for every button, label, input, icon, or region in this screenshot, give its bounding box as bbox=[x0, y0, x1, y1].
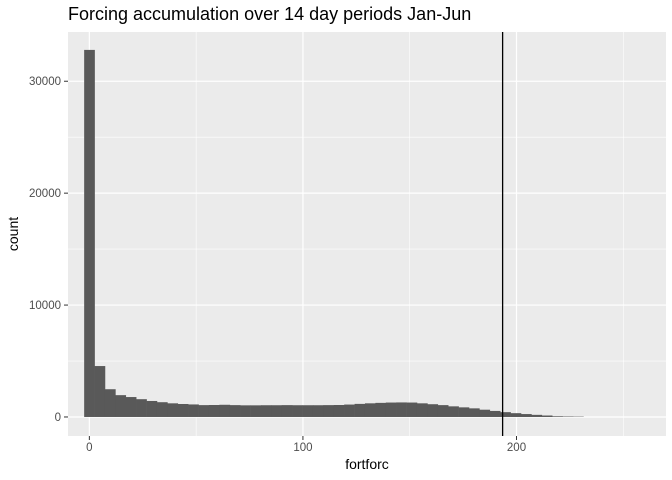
histogram-bar bbox=[458, 407, 470, 417]
histogram-bar bbox=[281, 405, 293, 417]
histogram-bar bbox=[167, 403, 179, 417]
histogram-bar bbox=[427, 404, 439, 417]
histogram-bar bbox=[531, 414, 543, 417]
histogram-bar bbox=[146, 400, 158, 417]
y-tick-label: 10000 bbox=[29, 300, 61, 312]
y-axis-title: count bbox=[5, 217, 21, 251]
histogram-bar bbox=[177, 403, 189, 417]
histogram-bar bbox=[479, 409, 491, 417]
plot-panel bbox=[68, 32, 666, 436]
histogram-bar bbox=[260, 405, 272, 417]
y-tick-label: 30000 bbox=[29, 76, 61, 88]
histogram-bar bbox=[115, 395, 127, 417]
histogram-bar bbox=[188, 404, 199, 417]
histogram-bar bbox=[323, 405, 335, 417]
histogram-bar bbox=[333, 405, 345, 417]
histogram-bar bbox=[271, 405, 283, 417]
minor-gridlines bbox=[68, 32, 666, 436]
histogram-bar bbox=[375, 402, 387, 417]
histogram-bar bbox=[292, 405, 303, 417]
histogram-bar bbox=[364, 403, 376, 417]
histogram-bar bbox=[94, 366, 106, 417]
histogram-bar bbox=[500, 412, 511, 417]
y-tick-label: 20000 bbox=[29, 188, 61, 200]
histogram-bar bbox=[312, 405, 324, 417]
chart-title: Forcing accumulation over 14 day periods… bbox=[68, 4, 472, 24]
histogram-bar bbox=[198, 405, 210, 417]
histogram-bar bbox=[136, 399, 147, 417]
histogram-bar bbox=[156, 402, 168, 417]
histogram-bar bbox=[520, 414, 532, 417]
x-axis-ticks: 0 100 200 bbox=[86, 436, 526, 454]
histogram-bar bbox=[354, 403, 366, 417]
x-axis-title: fortforc bbox=[345, 456, 389, 472]
histogram-bar bbox=[219, 404, 231, 417]
histogram-bar bbox=[437, 405, 449, 417]
histogram-bar bbox=[489, 410, 501, 417]
histogram-bar bbox=[208, 405, 220, 417]
histogram-bar bbox=[541, 415, 553, 417]
histogram-bar bbox=[416, 403, 428, 417]
histogram-bar bbox=[385, 402, 397, 417]
histogram-bar bbox=[448, 406, 459, 417]
histogram-bar bbox=[552, 416, 563, 417]
y-tick-label: 0 bbox=[55, 412, 61, 424]
histogram-bar bbox=[240, 405, 251, 417]
histogram-bar bbox=[396, 402, 407, 417]
histogram-bar bbox=[406, 402, 418, 417]
histogram-bar bbox=[104, 389, 116, 417]
histogram-bar bbox=[229, 405, 241, 417]
histogram-bar bbox=[302, 405, 314, 417]
histogram-bar bbox=[344, 404, 355, 417]
histogram-bar bbox=[468, 408, 480, 417]
x-tick-label: 200 bbox=[507, 442, 526, 454]
histogram-bars bbox=[84, 49, 584, 417]
histogram-bar bbox=[84, 49, 95, 417]
histogram-bar bbox=[125, 397, 137, 417]
x-tick-label: 100 bbox=[293, 442, 312, 454]
x-tick-label: 0 bbox=[86, 442, 92, 454]
y-axis-ticks: 0 10000 20000 30000 bbox=[29, 76, 68, 424]
histogram-bar bbox=[250, 405, 262, 417]
histogram-bar bbox=[510, 413, 522, 417]
